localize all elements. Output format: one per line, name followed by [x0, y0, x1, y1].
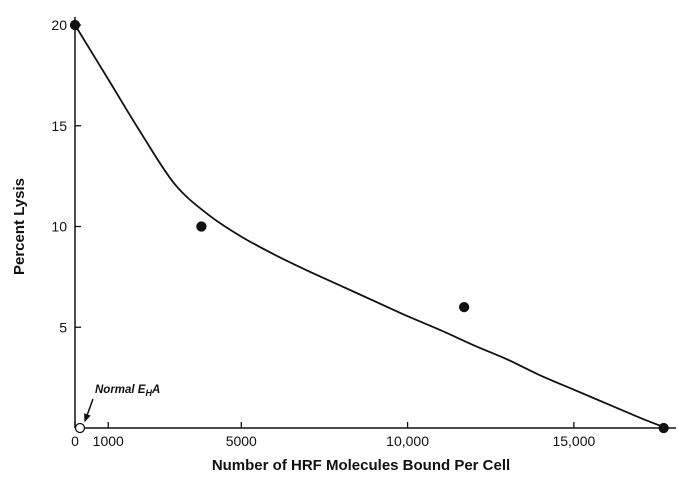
x-tick-label: 15,000	[552, 433, 595, 449]
data-point	[196, 221, 207, 232]
normal-eha-annotation: Normal EHA	[84, 384, 160, 423]
annotation-subscript: H	[145, 388, 152, 398]
x-tick-label: 0	[71, 433, 79, 449]
y-axis-title: Percent Lysis	[11, 178, 28, 275]
x-axis-title: Number of HRF Molecules Bound Per Cell	[212, 457, 510, 474]
annotation-suffix: A	[151, 384, 160, 396]
data-point	[658, 422, 669, 434]
y-tick-label: 20	[51, 17, 67, 33]
x-tick-label: 5000	[226, 433, 257, 449]
open-data-point	[74, 422, 86, 434]
y-tick-label: 15	[51, 118, 67, 134]
fitted-curve	[74, 24, 665, 428]
x-tick-label: 10,000	[386, 433, 429, 449]
annotation-prefix: Normal E	[95, 384, 146, 396]
x-tick-label: 1000	[93, 433, 124, 449]
data-point	[69, 19, 81, 31]
annotation-arrowhead	[84, 413, 91, 423]
data-points	[69, 19, 669, 434]
x-axis: 0 1000 5000 10,000 15,000	[71, 422, 676, 449]
y-axis: 5 10 15 20	[51, 17, 81, 428]
data-point	[458, 301, 470, 313]
y-tick-label: 5	[59, 319, 67, 335]
annotation-label: Normal EHA	[95, 384, 160, 398]
y-tick-label: 10	[51, 219, 67, 235]
